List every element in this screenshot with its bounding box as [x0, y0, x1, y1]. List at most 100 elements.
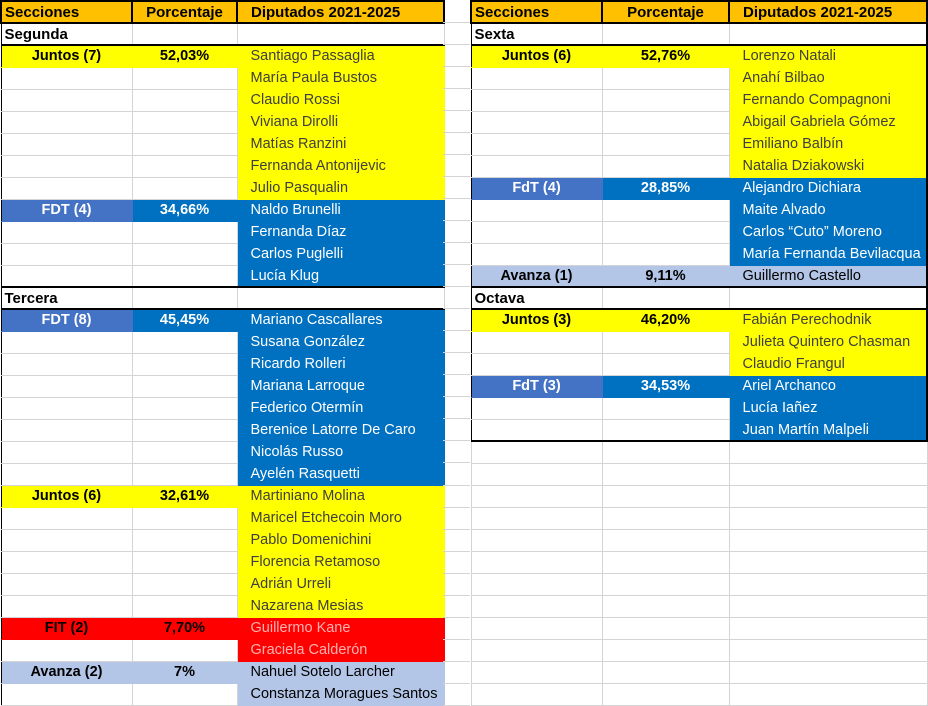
section-name-cell: Octava	[470, 286, 603, 311]
empty-cell	[443, 374, 470, 398]
table-row: Lucía Iañez	[470, 396, 928, 420]
table-row: Fernanda Díaz	[0, 220, 445, 244]
table-row: Anahí Bilbao	[470, 66, 928, 90]
deputy-name-cell: Susana González	[236, 330, 445, 354]
empty-cell	[470, 440, 603, 464]
empty-cell	[443, 330, 470, 354]
party-label-cell: Juntos (6)	[0, 484, 133, 508]
deputy-name-cell: Fernando Compagnoni	[728, 88, 928, 112]
empty-cell	[728, 286, 928, 311]
empty-cell	[601, 506, 730, 530]
deputy-name-cell: Claudio Rossi	[236, 88, 445, 112]
empty-cell	[470, 66, 603, 90]
deputy-name-cell: Carlos Puglelli	[236, 242, 445, 266]
empty-cell	[0, 462, 133, 486]
deputy-name-cell: Guillermo Kane	[236, 616, 445, 640]
empty-cell	[0, 66, 133, 90]
empty-cell	[443, 286, 470, 310]
empty-cell	[443, 551, 470, 574]
gap-row	[443, 0, 470, 23]
deputy-name-cell: Viviana Dirolli	[236, 110, 445, 134]
deputy-name-cell: Nahuel Sotelo Larcher	[236, 660, 445, 684]
deputy-name-cell: Lucía Iañez	[728, 396, 928, 420]
empty-cell	[601, 484, 730, 508]
empty-cell	[131, 396, 238, 420]
section-name-cell: Tercera	[0, 286, 133, 311]
table-row: Constanza Moragues Santos	[0, 682, 445, 706]
table-row: Mariana Larroque	[0, 374, 445, 398]
table-row: Berenice Latorre De Caro	[0, 418, 445, 442]
empty-cell	[131, 572, 238, 596]
deputy-name-cell: Martiniano Molina	[236, 484, 445, 508]
deputy-name-cell: Fabián Perechodnik	[728, 308, 928, 332]
empty-cell	[131, 154, 238, 178]
deputy-name-cell: Julio Pasqualin	[236, 176, 445, 200]
empty-cell	[131, 506, 238, 530]
empty-cell	[0, 110, 133, 134]
deputy-name-cell: Guillermo Castello	[728, 264, 928, 288]
empty-cell	[443, 66, 470, 89]
table-row	[470, 550, 928, 574]
table-row: Julieta Quintero Chasman	[470, 330, 928, 354]
party-label-cell: Juntos (6)	[470, 44, 603, 68]
table-row: Carlos Puglelli	[0, 242, 445, 266]
empty-cell	[470, 616, 603, 640]
gap-row	[443, 110, 470, 133]
table-row	[470, 440, 928, 464]
table-row: FdT (4) 28,85% Alejandro Dichiara	[470, 176, 928, 200]
empty-cell	[470, 220, 603, 244]
empty-cell	[728, 682, 928, 706]
empty-cell	[443, 595, 470, 618]
empty-cell	[728, 660, 928, 684]
empty-cell	[131, 462, 238, 486]
empty-cell	[601, 110, 730, 134]
empty-cell	[443, 573, 470, 596]
deputy-name-cell: Julieta Quintero Chasman	[728, 330, 928, 354]
table-row: Viviana Dirolli	[0, 110, 445, 134]
table-row	[470, 638, 928, 662]
table-row: FIT (2) 7,70% Guillermo Kane	[0, 616, 445, 640]
table-row	[470, 528, 928, 552]
empty-cell	[728, 462, 928, 486]
header-cell: Diputados 2021-2025	[236, 0, 445, 25]
empty-cell	[470, 352, 603, 376]
party-label-cell: Avanza (2)	[0, 660, 133, 684]
empty-cell	[0, 88, 133, 112]
table-row: Federico Otermín	[0, 396, 445, 420]
empty-cell	[601, 88, 730, 112]
percent-cell: 32,61%	[131, 484, 238, 508]
deputy-name-cell: Maricel Etchecoin Moro	[236, 506, 445, 530]
table-row: Nicolás Russo	[0, 440, 445, 464]
deputy-name-cell: María Paula Bustos	[236, 66, 445, 90]
table-row: Ricardo Rolleri	[0, 352, 445, 376]
empty-cell	[0, 132, 133, 156]
gap-row	[443, 154, 470, 177]
empty-cell	[601, 660, 730, 684]
table-row: Juntos (7) 52,03% Santiago Passaglia	[0, 44, 445, 68]
empty-cell	[0, 440, 133, 464]
empty-cell	[728, 22, 928, 47]
deputy-name-cell: Berenice Latorre De Caro	[236, 418, 445, 442]
empty-cell	[601, 330, 730, 354]
empty-cell	[601, 154, 730, 178]
empty-cell	[131, 528, 238, 552]
gap-row	[443, 617, 470, 640]
deputy-name-cell: Graciela Calderón	[236, 638, 445, 662]
empty-cell	[601, 220, 730, 244]
table-row: FdT (3) 34,53% Ariel Archanco	[470, 374, 928, 398]
table-row: Adrián Urreli	[0, 572, 445, 596]
gap-row	[443, 374, 470, 398]
table-row	[470, 682, 928, 706]
deputy-name-cell: Emiliano Balbín	[728, 132, 928, 156]
gap-row	[443, 176, 470, 199]
empty-cell	[443, 154, 470, 177]
empty-cell	[443, 529, 470, 552]
gap-row	[443, 683, 470, 706]
empty-cell	[0, 176, 133, 200]
deputy-name-cell: Lucía Klug	[236, 264, 445, 288]
table-row: FDT (4) 34,66% Naldo Brunelli	[0, 198, 445, 222]
table-row: Segunda	[0, 22, 445, 47]
empty-cell	[131, 220, 238, 244]
deputy-name-cell: Fernanda Díaz	[236, 220, 445, 244]
empty-cell	[470, 242, 603, 266]
